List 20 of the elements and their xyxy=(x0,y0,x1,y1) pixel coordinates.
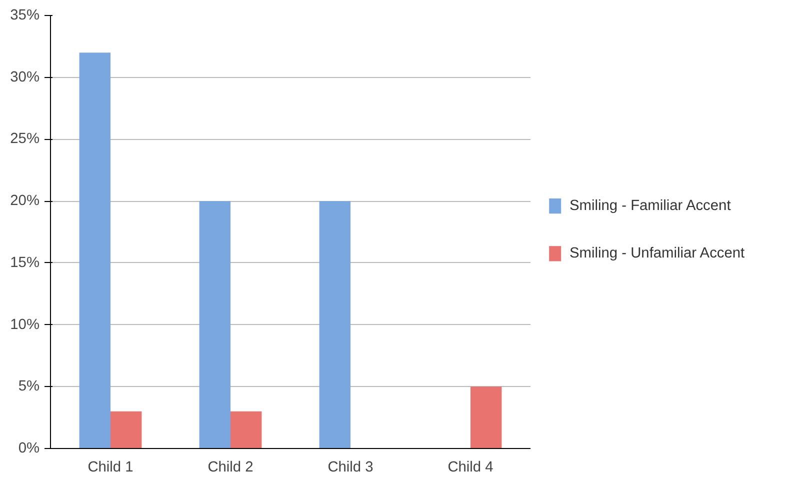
bar xyxy=(470,386,502,448)
y-tick-label: 35% xyxy=(10,8,40,24)
bar xyxy=(79,52,110,448)
y-tick-label: 5% xyxy=(18,378,40,395)
y-tick-label: 25% xyxy=(10,131,40,148)
legend-label: Smiling - Unfamiliar Accent xyxy=(570,246,745,262)
x-tick-label: Child 3 xyxy=(328,460,374,476)
y-tick-label: 30% xyxy=(10,69,40,86)
bar xyxy=(319,201,350,448)
x-tick-label: Child 4 xyxy=(448,460,494,476)
x-tick-label: Child 2 xyxy=(208,460,254,476)
y-tick-label: 20% xyxy=(10,193,40,210)
y-tick-label: 0% xyxy=(18,440,40,456)
x-tick-label: Child 1 xyxy=(88,460,134,476)
y-tick-label: 15% xyxy=(10,254,40,271)
y-tick-label: 10% xyxy=(10,316,40,333)
legend-label: Smiling - Familiar Accent xyxy=(570,198,731,214)
bar xyxy=(199,201,230,448)
bar xyxy=(110,411,142,448)
bar xyxy=(230,411,262,448)
